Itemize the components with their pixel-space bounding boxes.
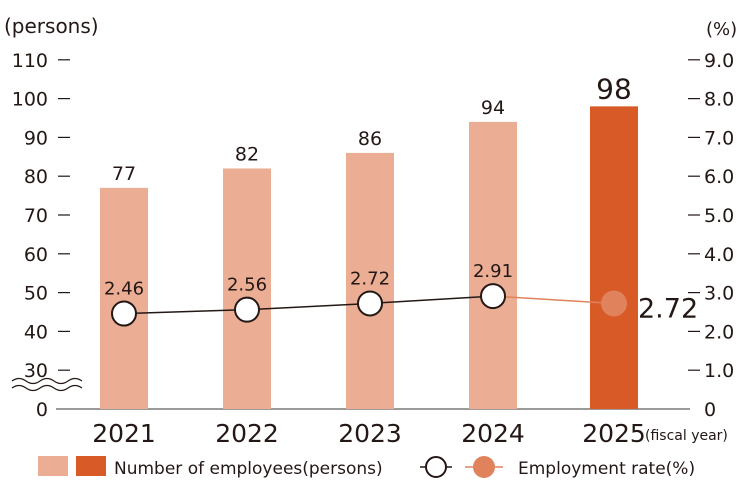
bar-2021 xyxy=(100,187,148,409)
legend-line-marker-icon xyxy=(425,456,447,478)
rate-value-label: 2.72 xyxy=(350,268,390,289)
left-tick-label: 60 xyxy=(24,244,48,266)
left-axis-unit: (persons) xyxy=(4,14,99,38)
rate-line-segment xyxy=(123,308,248,315)
rate-line-segment xyxy=(369,295,494,305)
legend-swatch-past xyxy=(38,456,68,476)
left-tick-label: 30 xyxy=(24,360,48,382)
axis-break-icon xyxy=(11,384,83,392)
bar-value-label: 94 xyxy=(481,97,505,119)
rate-value-label: 2.46 xyxy=(104,279,144,300)
axis-break-icon xyxy=(11,377,83,385)
left-tick-label: 100 xyxy=(12,89,48,111)
bar-value-label: 77 xyxy=(112,163,136,185)
x-tick-label: 2025 xyxy=(582,419,646,448)
legend: Number of employees(persons) Employment … xyxy=(38,456,695,479)
x-tick-label: 2024 xyxy=(461,419,525,448)
left-tick-label: 70 xyxy=(24,205,48,227)
rate-point xyxy=(111,300,137,327)
right-tick-label: 3.0 xyxy=(704,283,734,305)
right-tick-label: 6.0 xyxy=(704,166,734,188)
rate-value-label: 2.72 xyxy=(638,293,698,324)
bar-2022 xyxy=(223,168,271,409)
bar-2023 xyxy=(346,152,394,410)
right-tick-label: 5.0 xyxy=(704,205,734,227)
bar-value-label: 86 xyxy=(358,128,382,150)
right-tick-label: 8.0 xyxy=(704,89,734,111)
bar-2025 xyxy=(590,106,638,410)
rate-line-segment xyxy=(246,302,371,311)
right-axis-unit: (%) xyxy=(706,19,737,40)
rate-point xyxy=(480,283,506,310)
right-tick-label: 0 xyxy=(704,399,716,421)
right-tick-label: 7.0 xyxy=(704,127,734,149)
x-tick-label: 2022 xyxy=(215,419,279,448)
left-tick-label: 110 xyxy=(12,50,48,72)
right-tick-label: 1.0 xyxy=(704,360,734,382)
left-tick-label: 80 xyxy=(24,166,48,188)
x-tick-label: 2023 xyxy=(338,419,402,448)
left-tick-label: 90 xyxy=(24,127,48,149)
bar-value-label: 82 xyxy=(235,143,259,165)
legend-line-label: Employment rate(%) xyxy=(518,459,695,479)
rate-point xyxy=(357,290,383,317)
bar-value-label: 98 xyxy=(596,72,632,105)
legend-forecast-marker-icon xyxy=(473,456,495,478)
right-tick-label: 9.0 xyxy=(704,50,734,72)
legend-bar-label: Number of employees(persons) xyxy=(114,459,383,479)
left-tick-label: 0 xyxy=(36,399,48,421)
rate-point xyxy=(234,296,260,323)
rate-value-label: 2.56 xyxy=(227,275,267,296)
left-tick-label: 50 xyxy=(24,283,48,305)
rate-line-segment xyxy=(492,295,615,305)
right-tick-label: 2.0 xyxy=(704,321,734,343)
x-tick-label: 2021 xyxy=(92,419,156,448)
bar-2024 xyxy=(469,121,517,409)
right-tick-label: 4.0 xyxy=(704,244,734,266)
rate-value-label: 2.91 xyxy=(473,261,513,282)
rate-point-forecast xyxy=(601,290,627,317)
x-axis-suffix: (fiscal year) xyxy=(645,428,728,444)
legend-swatch-current xyxy=(76,456,106,476)
left-tick-label: 40 xyxy=(24,321,48,343)
